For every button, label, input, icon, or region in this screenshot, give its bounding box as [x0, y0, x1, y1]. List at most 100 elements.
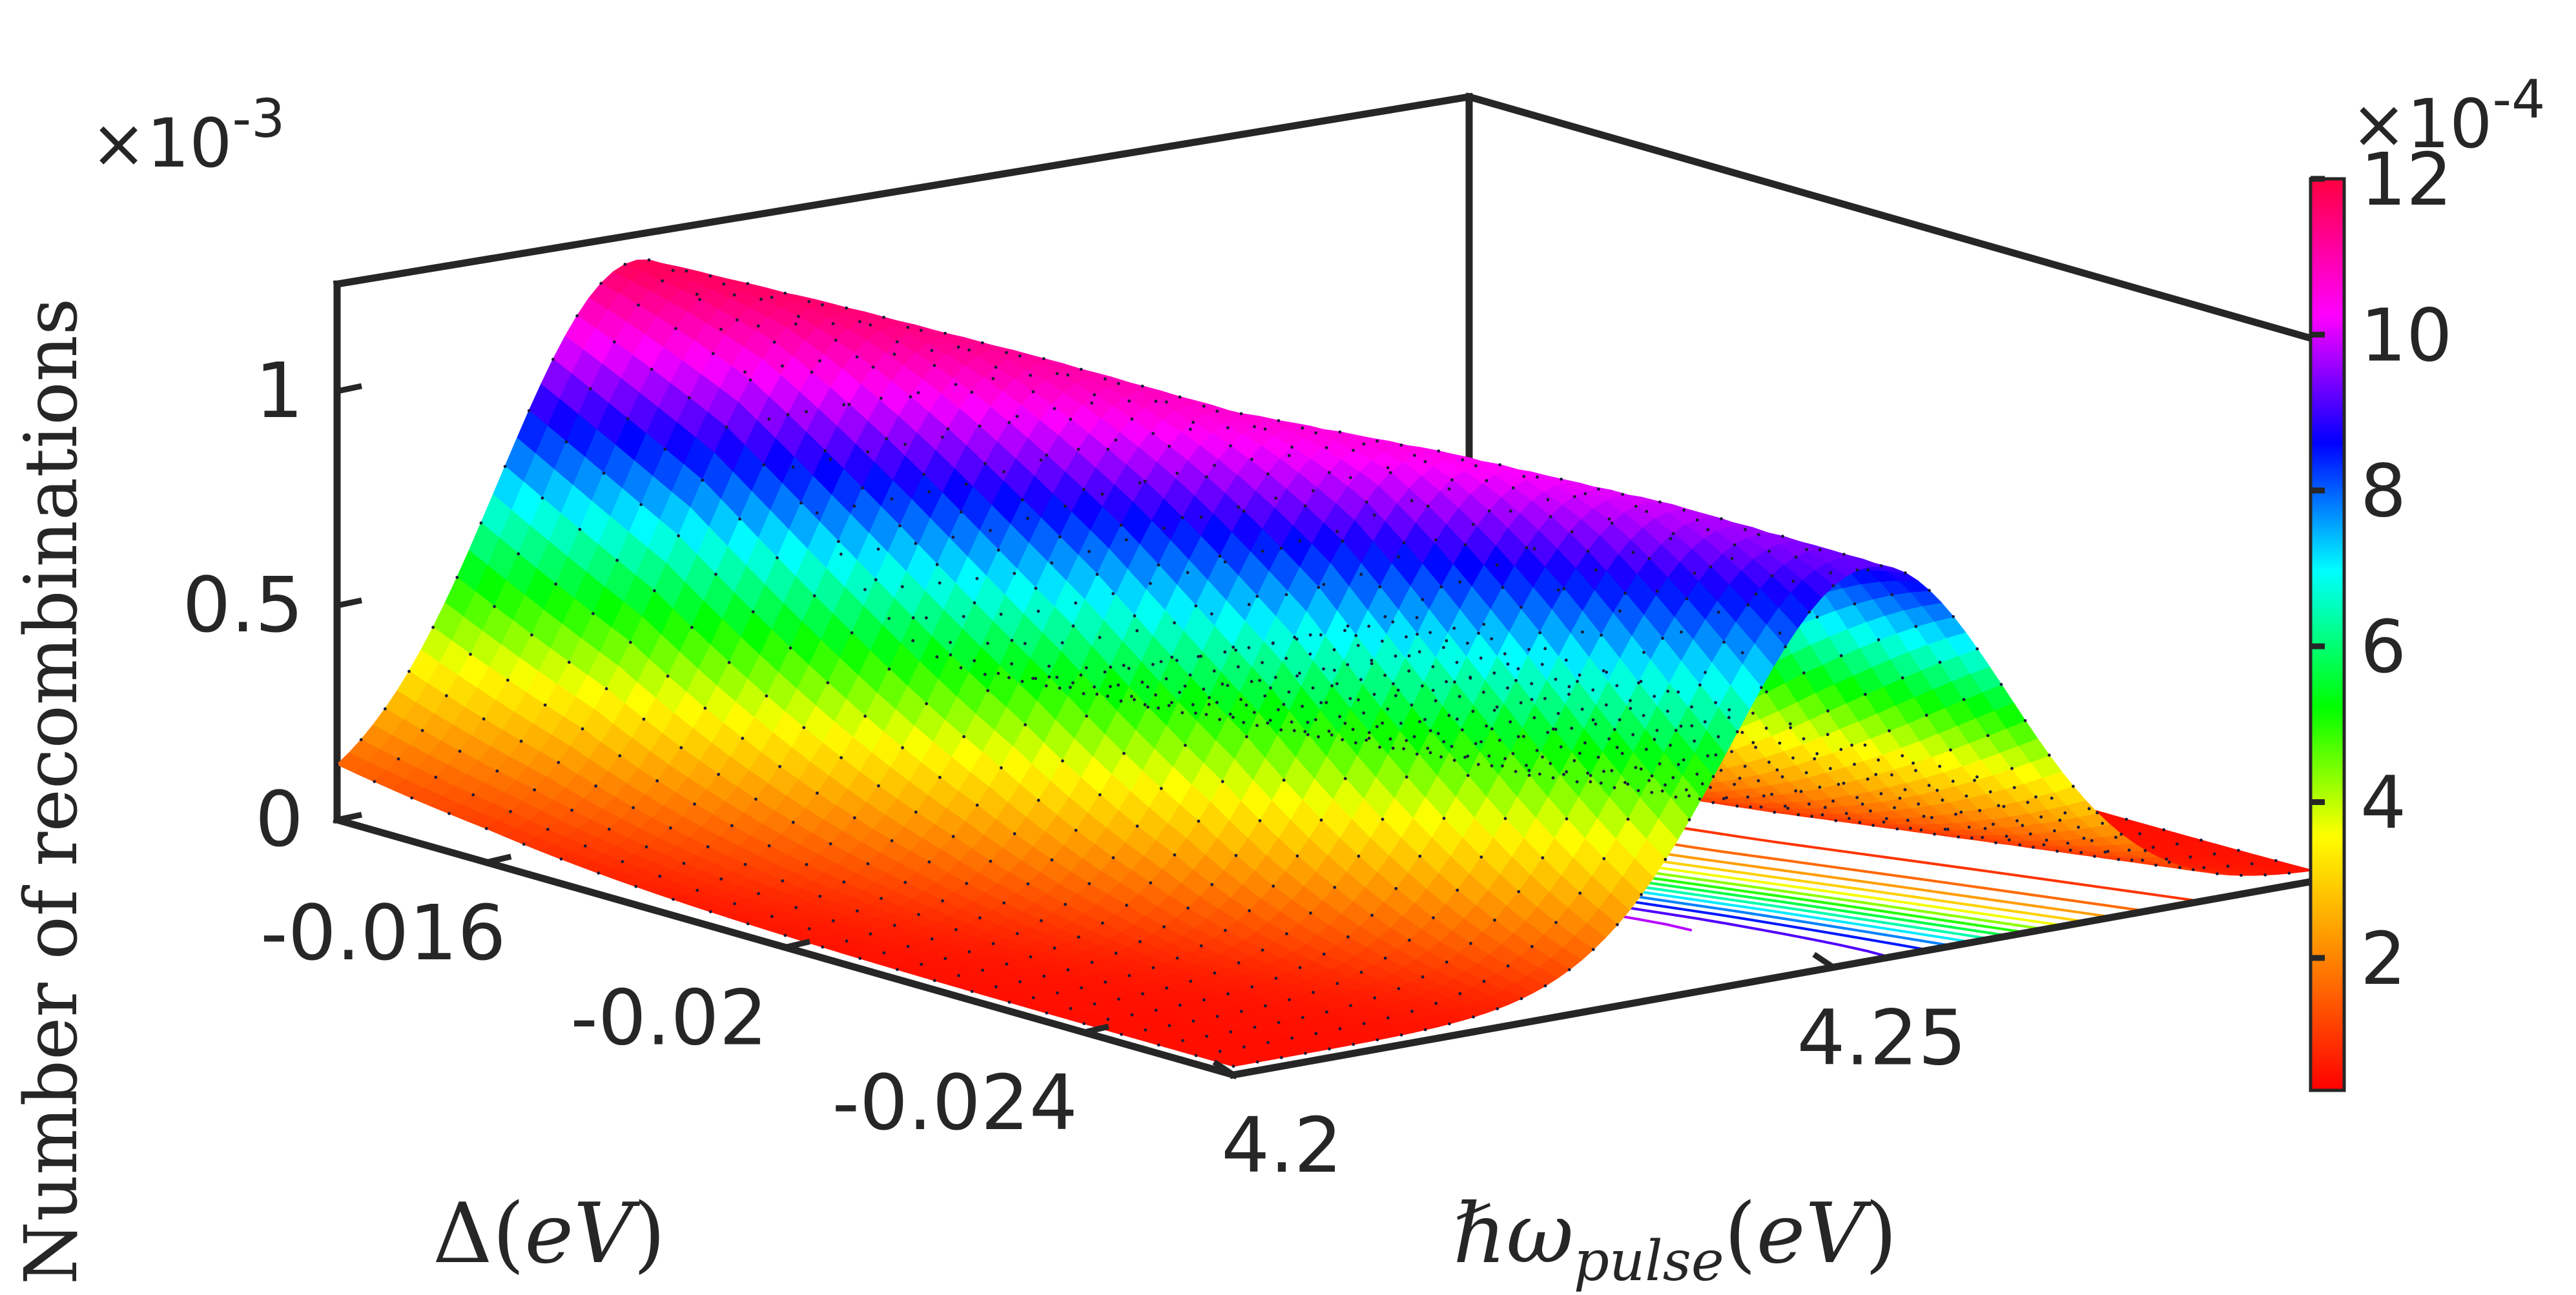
- mesh-point: [736, 318, 739, 321]
- mesh-point: [1162, 526, 1166, 530]
- mesh-point: [1754, 746, 1758, 749]
- mesh-point: [1333, 668, 1336, 672]
- mesh-point: [1002, 901, 1005, 904]
- mesh-point: [911, 616, 915, 620]
- mesh-point: [1671, 776, 1675, 779]
- mesh-point: [1327, 729, 1331, 733]
- mesh-point: [845, 306, 849, 310]
- mesh-point: [1266, 721, 1270, 725]
- mesh-point: [767, 844, 771, 848]
- mesh-point: [840, 756, 843, 760]
- mesh-point: [751, 610, 755, 614]
- mesh-point: [1367, 737, 1371, 740]
- surface-mesh: [335, 258, 2315, 1068]
- mesh-point: [1010, 638, 1014, 642]
- mesh-point: [1541, 755, 1544, 759]
- mesh-point: [1319, 633, 1323, 637]
- mesh-point: [1375, 725, 1379, 728]
- mesh-point: [1279, 728, 1283, 732]
- mesh-point: [1050, 561, 1053, 565]
- mesh-point: [1492, 708, 1496, 712]
- mesh-point: [1093, 393, 1097, 396]
- mesh-point: [1103, 670, 1107, 674]
- mesh-point: [1359, 678, 1363, 682]
- mesh-point: [1042, 357, 1046, 360]
- mesh-point: [1602, 669, 1605, 673]
- mesh-point: [829, 458, 832, 461]
- mesh-point: [373, 780, 376, 784]
- mesh-point: [1146, 685, 1149, 689]
- mesh-point: [1853, 762, 1856, 766]
- mesh-point: [933, 363, 936, 367]
- mesh-point: [805, 410, 808, 414]
- mesh-point: [541, 496, 544, 500]
- mesh-point: [1391, 746, 1395, 750]
- mesh-point: [1332, 648, 1336, 651]
- mesh-point: [661, 279, 665, 283]
- mesh-point: [1498, 739, 1501, 742]
- mesh-point: [1050, 858, 1054, 862]
- mesh-point: [1106, 695, 1109, 698]
- mesh-point: [1335, 682, 1339, 686]
- mesh-point: [812, 594, 816, 598]
- mesh-point: [1863, 743, 1867, 747]
- mesh-point: [1295, 674, 1299, 678]
- mesh-point: [1322, 667, 1325, 671]
- mesh-point: [708, 274, 712, 278]
- mesh-point: [1127, 667, 1131, 670]
- mesh-point: [1591, 688, 1595, 692]
- mesh-point: [1522, 735, 1525, 739]
- mesh-point: [581, 727, 584, 731]
- mesh-point: [1394, 654, 1397, 658]
- mesh-point: [880, 897, 883, 900]
- mesh-point: [1194, 711, 1197, 715]
- mesh-point: [1298, 539, 1302, 543]
- mesh-point: [1202, 404, 1206, 408]
- mesh-point: [653, 589, 656, 593]
- mesh-point: [892, 924, 896, 927]
- mesh-point: [850, 631, 854, 635]
- mesh-point: [1733, 782, 1736, 786]
- mesh-point: [1277, 708, 1280, 711]
- mesh-point: [527, 409, 531, 413]
- mesh-point: [708, 910, 712, 913]
- mesh-point: [1130, 417, 1134, 421]
- mesh-point: [583, 844, 587, 848]
- mesh-point: [1788, 722, 1792, 726]
- mesh-point: [1439, 755, 1443, 759]
- mesh-point: [1610, 769, 1614, 773]
- mesh-point: [1682, 758, 1685, 762]
- mesh-point: [900, 585, 904, 589]
- mesh-point: [975, 576, 979, 580]
- mesh-point: [1572, 759, 1576, 762]
- mesh-point: [493, 605, 496, 608]
- mesh-point: [1319, 701, 1323, 704]
- mesh-point: [940, 435, 944, 439]
- mesh-point: [1204, 713, 1208, 717]
- mesh-point: [1482, 690, 1485, 694]
- mesh-point: [1060, 641, 1064, 645]
- mesh-point: [863, 587, 867, 591]
- mesh-point: [1026, 882, 1030, 886]
- mesh-point: [1247, 603, 1251, 606]
- mesh-point: [1186, 571, 1190, 575]
- mesh-point: [1272, 641, 1275, 645]
- mesh-point: [1237, 665, 1240, 669]
- mesh-point: [892, 352, 896, 356]
- mesh-point: [1095, 692, 1099, 696]
- mesh-point: [949, 653, 953, 657]
- mesh-point: [1149, 582, 1152, 586]
- mesh-point: [1268, 719, 1272, 722]
- mesh-point: [1292, 729, 1296, 733]
- mesh-point: [1261, 661, 1264, 664]
- mesh-point: [1514, 770, 1518, 773]
- mesh-point: [1034, 586, 1038, 590]
- mesh-point: [1570, 726, 1574, 730]
- mesh-point: [1567, 693, 1571, 696]
- mesh-point: [1250, 458, 1253, 461]
- mesh-point: [730, 824, 734, 828]
- mesh-point: [1519, 701, 1523, 705]
- back-top-right-edge: [1465, 92, 2318, 343]
- mesh-point: [359, 738, 363, 742]
- mesh-point: [1901, 754, 1904, 758]
